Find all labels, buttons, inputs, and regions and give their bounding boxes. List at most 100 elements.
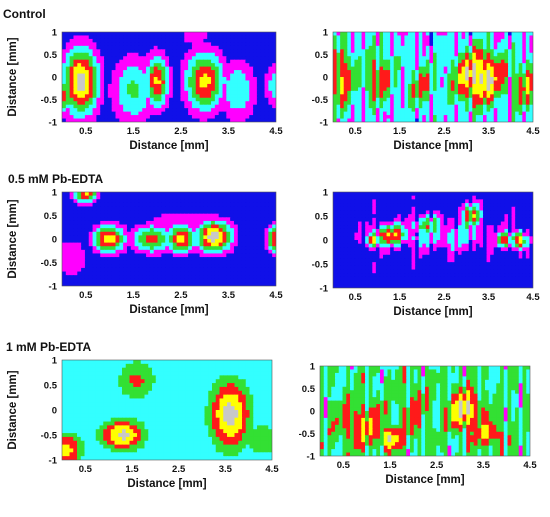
heatmap-cell	[272, 94, 276, 99]
heatmap-cell	[130, 217, 136, 222]
heatmap-cell	[268, 77, 273, 82]
heatmap-cell	[195, 199, 201, 204]
heatmap-cell	[214, 260, 220, 265]
heatmap-cell	[191, 118, 197, 122]
heatmap-cell	[107, 108, 113, 113]
heatmap-cell	[436, 38, 441, 43]
heatmap-cell	[69, 35, 75, 40]
heatmap-cell	[249, 246, 254, 251]
heatmap-cell	[422, 199, 427, 204]
heatmap-cell	[199, 70, 204, 75]
heatmap-cell	[146, 192, 151, 197]
heatmap-cell	[268, 210, 273, 215]
heatmap-cell	[84, 210, 90, 215]
heatmap-cell	[425, 108, 431, 113]
heatmap-cell	[241, 115, 247, 120]
heatmap-cell	[172, 206, 178, 211]
heatmap-cell	[126, 115, 132, 120]
heatmap-cell	[222, 282, 227, 286]
heatmap-cell	[153, 239, 159, 244]
heatmap-cell	[468, 111, 473, 116]
heatmap-cell	[207, 257, 212, 262]
heatmap-cell	[518, 90, 523, 95]
heatmap-cell	[146, 246, 151, 251]
heatmap-cell	[465, 111, 470, 116]
heatmap-cell	[237, 38, 243, 43]
heatmap-cell	[226, 35, 231, 40]
heatmap-cell	[92, 83, 97, 88]
heatmap-cell	[161, 249, 166, 255]
heatmap-cell	[390, 192, 395, 197]
heatmap-cell	[372, 210, 377, 215]
heatmap-cell	[65, 118, 71, 122]
heatmap-cell	[88, 101, 94, 106]
heatmap-cell	[73, 249, 78, 255]
heatmap-cell	[211, 257, 216, 262]
heatmap-cell	[218, 282, 224, 286]
heatmap-cell	[525, 192, 531, 197]
heatmap-cell	[411, 63, 416, 68]
heatmap-cell	[203, 80, 208, 85]
heatmap-cell	[518, 192, 523, 197]
heatmap-cell	[408, 90, 413, 95]
heatmap-cell	[218, 73, 224, 78]
heatmap-cell	[347, 210, 352, 215]
heatmap-cell	[207, 239, 212, 244]
heatmap-cell	[393, 115, 398, 120]
heatmap-cell	[472, 206, 477, 212]
heatmap-cell	[226, 70, 231, 75]
heatmap-cell	[230, 87, 235, 92]
heatmap-cell	[436, 97, 441, 102]
heatmap-cell	[191, 206, 197, 211]
heatmap-cell	[84, 199, 90, 204]
heatmap-cell	[214, 42, 220, 47]
heatmap-cell	[96, 206, 101, 211]
heatmap-cell	[408, 195, 413, 200]
heatmap-cell	[142, 192, 147, 197]
heatmap-cell	[253, 42, 258, 47]
heatmap-cell	[525, 42, 531, 47]
heatmap-cell	[333, 94, 338, 99]
heatmap-cell	[368, 63, 373, 68]
heatmap-cell	[169, 97, 174, 102]
heatmap-cell	[237, 239, 243, 244]
heatmap-cell	[272, 56, 276, 61]
heatmap-cell	[81, 66, 86, 71]
heatmap-cell	[393, 80, 398, 85]
heatmap-cell	[96, 80, 101, 85]
heatmap-cell	[191, 275, 197, 280]
heatmap-cell	[69, 264, 75, 269]
heatmap-cell	[180, 264, 185, 269]
heatmap-cell	[256, 217, 262, 222]
heatmap-cell	[149, 90, 155, 95]
heatmap-cell	[107, 264, 113, 269]
heatmap-cell	[222, 97, 227, 102]
heatmap-cell	[372, 195, 377, 200]
heatmap-cell	[483, 203, 488, 208]
heatmap-cell	[465, 195, 470, 200]
heatmap-cell	[272, 111, 276, 116]
heatmap-cell	[115, 45, 120, 50]
heatmap-cell	[397, 206, 402, 212]
heatmap-cell	[483, 104, 488, 109]
heatmap-cell	[149, 235, 155, 240]
heatmap-cell	[272, 97, 276, 102]
heatmap-cell	[126, 101, 132, 106]
heatmap-cell	[525, 225, 531, 230]
heatmap-cell	[69, 192, 75, 197]
heatmap-cell	[218, 56, 224, 61]
y-tick-label: -0.5	[41, 95, 58, 106]
heatmap-cell	[199, 104, 204, 109]
heatmap-cell	[199, 32, 204, 37]
heatmap-cell	[88, 257, 94, 262]
heatmap-cell	[372, 56, 377, 61]
heatmap-cell	[230, 115, 235, 120]
heatmap-cell	[203, 267, 208, 273]
heatmap-cell	[397, 225, 402, 230]
heatmap-cell	[153, 73, 159, 78]
heatmap-cell	[468, 221, 473, 226]
heatmap-cell	[400, 83, 406, 88]
heatmap-cell	[88, 118, 94, 122]
heatmap-cell	[107, 59, 113, 64]
